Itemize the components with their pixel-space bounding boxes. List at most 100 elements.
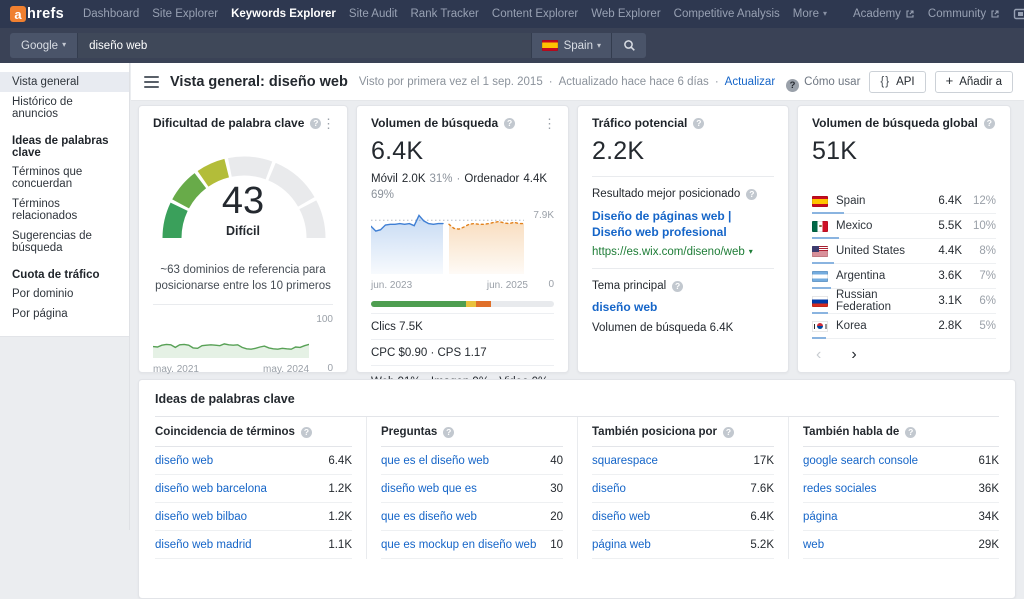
search-engine-select[interactable]: Google xyxy=(10,33,78,58)
dot-separator: · xyxy=(457,173,461,185)
help-icon[interactable] xyxy=(301,427,312,438)
volume-chart-end: jun. 2025 xyxy=(487,280,528,291)
nav-item-keywords-explorer[interactable]: Keywords Explorer xyxy=(231,8,336,20)
keyword-link[interactable]: que es diseño web xyxy=(381,511,477,523)
nav-item-web-explorer[interactable]: Web Explorer xyxy=(591,8,660,20)
keyword-link[interactable]: página xyxy=(803,511,838,523)
argentina-flag-icon xyxy=(812,271,828,282)
table-row: web29K xyxy=(803,531,999,559)
help-icon[interactable] xyxy=(672,281,683,292)
help-icon[interactable] xyxy=(905,427,916,438)
ideas-column-header: Preguntas xyxy=(381,417,563,447)
search-button[interactable] xyxy=(611,33,646,58)
ahrefs-logo[interactable]: a hrefs xyxy=(10,6,64,22)
kebab-menu-icon[interactable] xyxy=(539,114,560,134)
ordenador-value: 4.4K xyxy=(523,173,547,185)
keyword-link[interactable]: diseño web que es xyxy=(381,483,477,495)
nav-item-rank-tracker[interactable]: Rank Tracker xyxy=(411,8,479,20)
help-icon[interactable] xyxy=(746,189,757,200)
keyword-link[interactable]: diseño web bilbao xyxy=(155,511,247,523)
table-row: página34K xyxy=(803,503,999,531)
nav-item-competitive-analysis[interactable]: Competitive Analysis xyxy=(674,8,780,20)
country-label: Spain xyxy=(564,40,601,52)
help-icon[interactable] xyxy=(984,118,995,129)
keyword-volume: 17K xyxy=(754,455,774,467)
help-icon[interactable] xyxy=(723,427,734,438)
keyword-volume: 20 xyxy=(550,511,563,523)
sidebar: Vista general Histórico de anuncios Idea… xyxy=(0,63,130,530)
nav-item-content-explorer[interactable]: Content Explorer xyxy=(492,8,578,20)
academy-label: Academy xyxy=(853,8,901,20)
keyword-link[interactable]: diseño web madrid xyxy=(155,539,252,551)
country-pagination xyxy=(812,347,996,363)
ordenador-label: Ordenador xyxy=(464,173,519,185)
sidebar-item-terminos-relacionados[interactable]: Términos relacionados xyxy=(0,194,129,226)
plus-icon xyxy=(946,76,954,88)
country-volume: 2.8K xyxy=(938,320,962,332)
movil-value: 2.0K xyxy=(402,173,426,185)
display-icon[interactable] xyxy=(1013,8,1024,21)
help-icon[interactable] xyxy=(504,118,515,129)
next-page-button[interactable] xyxy=(849,347,858,363)
country-percent: 6% xyxy=(970,295,996,307)
kebab-menu-icon[interactable] xyxy=(318,114,339,134)
help-icon[interactable] xyxy=(443,427,454,438)
sidebar-item-vista-general[interactable]: Vista general xyxy=(0,72,129,92)
keyword-link[interactable]: diseño xyxy=(592,483,626,495)
keyword-link[interactable]: diseño web barcelona xyxy=(155,483,267,495)
top-result-title-link[interactable]: Diseño de páginas web | Diseño web profe… xyxy=(592,208,774,240)
sidebar-item-historico-anuncios[interactable]: Histórico de anuncios xyxy=(0,92,129,124)
community-label: Community xyxy=(928,8,986,20)
country-name: Argentina xyxy=(836,270,930,282)
help-icon[interactable] xyxy=(693,118,704,129)
keyword-volume: 36K xyxy=(979,483,999,495)
parent-topic-link[interactable]: diseño web xyxy=(592,300,774,314)
keyword-link[interactable]: diseño web xyxy=(592,511,650,523)
column-header-text: También habla de xyxy=(803,426,899,438)
table-row: google search console61K xyxy=(803,447,999,475)
keyword-volume: 10 xyxy=(550,539,563,551)
top-result-url-link[interactable]: https://es.wix.com/diseno/web xyxy=(592,246,774,258)
table-row: diseño web barcelona1.2K xyxy=(155,475,352,503)
keyword-link[interactable]: que es mockup en diseño web xyxy=(381,539,536,551)
main-area: Vista general: diseño web Visto por prim… xyxy=(131,63,1024,530)
search-bar-row: Google Spain xyxy=(0,28,1024,63)
api-button[interactable]: API xyxy=(869,71,925,93)
keyword-link[interactable]: que es el diseño web xyxy=(381,455,489,467)
nav-item-dashboard[interactable]: Dashboard xyxy=(83,8,139,20)
country-name: Russian Federation xyxy=(836,289,930,313)
prev-page-button[interactable] xyxy=(814,347,823,363)
sidebar-item-terminos-concuerdan[interactable]: Términos que concuerdan xyxy=(0,162,129,194)
refresh-link[interactable]: Actualizar xyxy=(725,76,776,88)
nav-item-site-explorer[interactable]: Site Explorer xyxy=(152,8,218,20)
country-share-bar xyxy=(812,337,826,339)
clicks-distribution-bar xyxy=(371,301,554,307)
table-row: que es diseño web 20 xyxy=(381,503,563,531)
country-select[interactable]: Spain xyxy=(531,33,611,58)
ideas-column-also-ranks: También posiciona por squarespace17K dis… xyxy=(577,417,788,559)
keyword-link[interactable]: redes sociales xyxy=(803,483,877,495)
sidebar-item-por-dominio[interactable]: Por dominio xyxy=(0,284,129,304)
keyword-volume: 7.6K xyxy=(750,483,774,495)
top-result-label-text: Resultado mejor posicionado xyxy=(592,188,740,200)
us-flag-icon xyxy=(812,246,828,257)
nav-item-academy[interactable]: Academy xyxy=(853,8,915,20)
search-input[interactable] xyxy=(78,33,530,58)
keyword-link[interactable]: google search console xyxy=(803,455,918,467)
nav-item-site-audit[interactable]: Site Audit xyxy=(349,8,398,20)
keyword-link[interactable]: web xyxy=(803,539,824,551)
keyword-search-control: Google Spain xyxy=(10,33,646,58)
menu-toggle-icon[interactable] xyxy=(144,76,159,88)
keyword-link[interactable]: página web xyxy=(592,539,651,551)
keyword-link[interactable]: diseño web xyxy=(155,455,213,467)
country-percent: 5% xyxy=(970,320,996,332)
sidebar-item-sugerencias[interactable]: Sugerencias de búsqueda xyxy=(0,226,129,258)
nav-item-more[interactable]: More xyxy=(793,8,827,20)
how-to-use-button[interactable]: Cómo usar xyxy=(786,72,860,92)
volume-chart: jun. 2023 jun. 2025 7.9K 0 xyxy=(371,210,554,291)
keyword-link[interactable]: squarespace xyxy=(592,455,658,467)
kd-title-text: Dificultad de palabra clave xyxy=(153,116,304,130)
add-to-button[interactable]: Añadir a xyxy=(935,71,1013,93)
sidebar-item-por-pagina[interactable]: Por página xyxy=(0,304,129,324)
nav-item-community[interactable]: Community xyxy=(928,8,1000,20)
